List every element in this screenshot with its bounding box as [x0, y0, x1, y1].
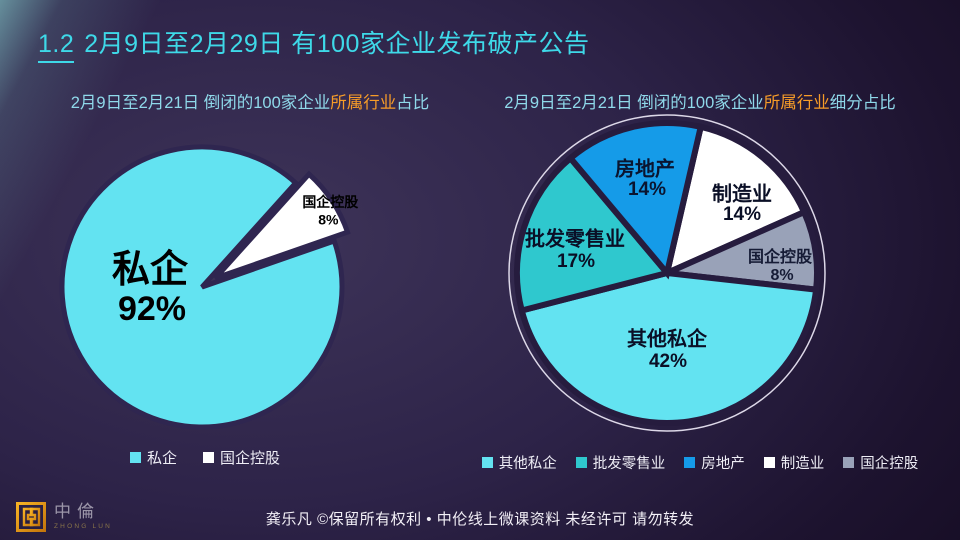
- page-title: 1.2 2月9日至2月29日 有100家企业发布破产公告: [38, 24, 590, 63]
- logo-name-cn: 中倫: [54, 502, 100, 522]
- legend-label: 国企控股: [220, 450, 281, 467]
- right-chart-title-prefix: 2月9日至2月21日 倒闭的100家企业: [504, 94, 764, 112]
- slice-label-其他私企: 其他私企: [627, 326, 708, 350]
- title-number: 1.2: [38, 30, 75, 63]
- right-chart-title-highlight: 所属行业: [763, 94, 830, 112]
- legend-label: 房地产: [701, 456, 745, 472]
- slice-value-批发零售业: 17%: [557, 251, 595, 272]
- legend-label: 私企: [146, 450, 177, 467]
- pie-slice-制造业: [662, 123, 809, 279]
- pie-slice-国企控股: [213, 170, 351, 281]
- slice-value-房地产: 14%: [628, 179, 666, 200]
- pie-slice-其他私企: [518, 269, 820, 426]
- slice-label-国企控股: 国企控股: [302, 194, 359, 210]
- left-chart-legend: 私企 国企控股: [60, 447, 350, 468]
- left-chart-title-suffix: 占比: [396, 94, 430, 112]
- pie-outline-ring: [508, 114, 826, 432]
- pie-slice-私企: [59, 144, 345, 430]
- legend-swatch-icon: [684, 457, 696, 468]
- legend-label: 国企控股: [860, 456, 919, 472]
- slice-label-制造业: 制造业: [712, 181, 772, 205]
- pie-slice-批发零售业: [514, 153, 673, 315]
- legend-item-私企: 私企: [129, 447, 177, 468]
- right-chart-title: 2月9日至2月21日 倒闭的100家企业所属行业细分占比: [482, 89, 918, 113]
- legend-item-国企控股: 国企控股: [843, 452, 918, 473]
- slice-value-私企: 92%: [118, 290, 186, 328]
- legend-swatch-icon: [763, 457, 775, 468]
- slice-value-其他私企: 42%: [649, 351, 687, 372]
- legend-item-批发零售业: 批发零售业: [575, 452, 666, 473]
- legend-item-其他私企: 其他私企: [481, 452, 557, 473]
- title-text: 2月9日至2月29日 有100家企业发布破产公告: [84, 30, 590, 58]
- slice-value-国企控股: 8%: [770, 267, 793, 284]
- legend-item-房地产: 房地产: [684, 452, 745, 473]
- right-chart-legend: 其他私企 批发零售业 房地产 制造业 国企控股: [480, 452, 920, 473]
- pie-slice-房地产: [566, 120, 705, 280]
- copyright-footer: 龚乐凡 ©保留所有权利 • 中伦线上微课资料 未经许可 请勿转发: [265, 511, 695, 528]
- legend-label: 制造业: [780, 456, 825, 472]
- slice-label-房地产: 房地产: [615, 156, 675, 180]
- legend-swatch-icon: [203, 452, 214, 463]
- legend-item-国企控股: 国企控股: [203, 447, 280, 468]
- slice-label-国企控股: 国企控股: [748, 247, 813, 266]
- left-chart-title: 2月9日至2月21日 倒闭的100家企业所属行业占比: [40, 89, 460, 113]
- legend-label: 批发零售业: [592, 456, 666, 472]
- legend-swatch-icon: [129, 452, 141, 463]
- slice-value-制造业: 14%: [723, 204, 761, 225]
- legend-item-制造业: 制造业: [763, 452, 825, 473]
- zhonglun-logo-icon: [16, 502, 46, 532]
- left-chart-title-highlight: 所属行业: [330, 94, 397, 112]
- left-chart-title-prefix: 2月9日至2月21日 倒闭的100家企业: [70, 94, 331, 112]
- logo-name-en: ZHONG LUN: [54, 523, 113, 531]
- slice-label-私企: 私企: [112, 248, 189, 291]
- zhonglun-logo: 中倫 ZHONG LUN: [16, 502, 112, 532]
- slice-label-批发零售业: 批发零售业: [525, 226, 625, 250]
- right-chart-title-suffix: 细分占比: [829, 94, 896, 112]
- legend-swatch-icon: [575, 457, 587, 468]
- slice-value-国企控股: 8%: [318, 211, 339, 227]
- legend-swatch-icon: [481, 457, 493, 468]
- legend-label: 其他私企: [498, 456, 557, 472]
- legend-swatch-icon: [843, 457, 855, 468]
